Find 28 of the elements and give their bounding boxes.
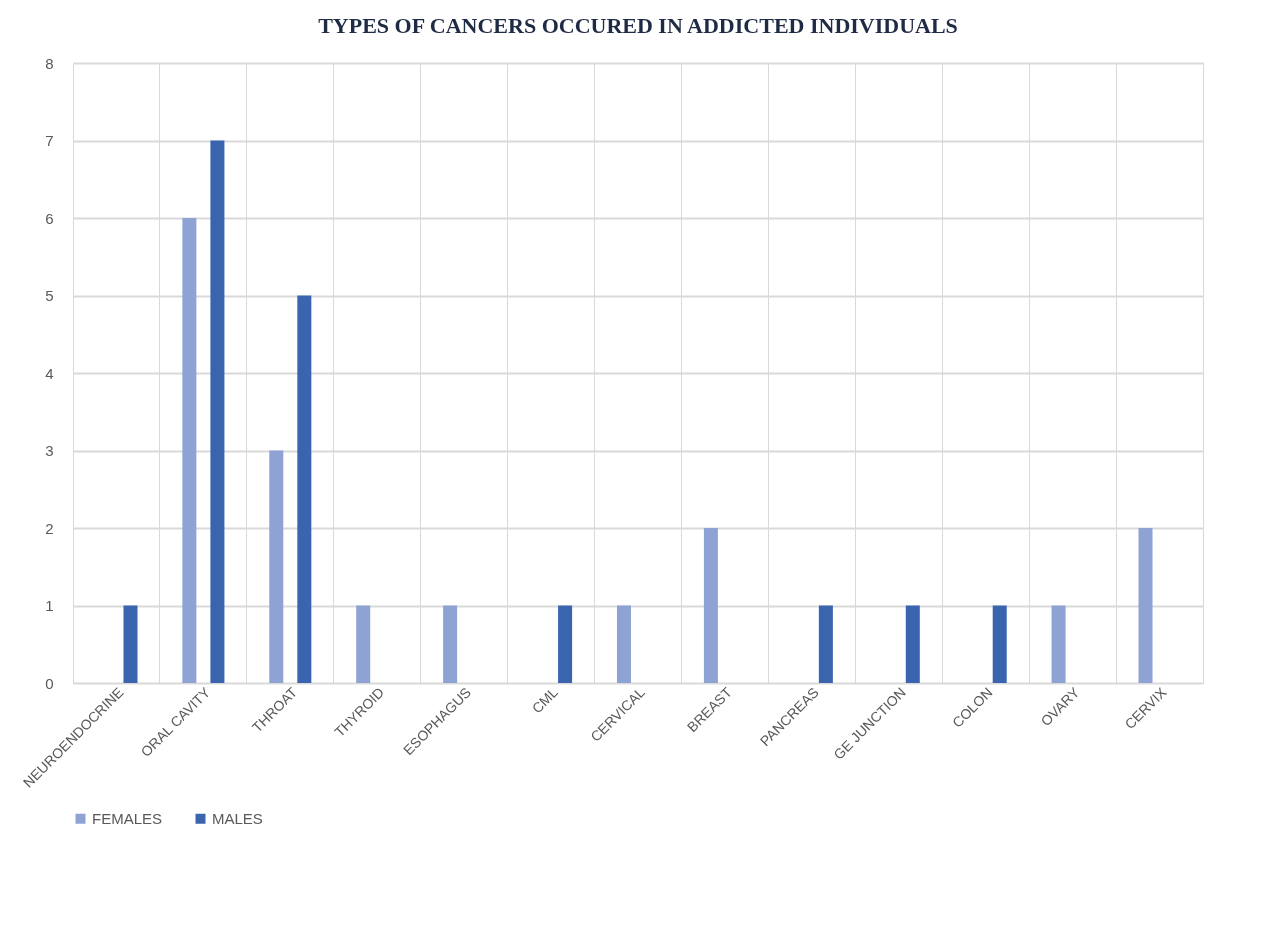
bar: [123, 605, 138, 683]
bar: [443, 605, 458, 683]
bar: [992, 605, 1007, 683]
bar: [558, 605, 573, 683]
x-tick-label: CML: [528, 683, 562, 717]
y-tick-label: 8: [45, 54, 54, 72]
y-tick-label: 2: [45, 519, 54, 537]
y-tick-label: 1: [45, 597, 54, 614]
bar: [182, 218, 197, 683]
legend-label: FEMALES: [92, 809, 163, 827]
bar: [269, 450, 284, 683]
bar: [905, 605, 920, 683]
y-tick-label: 5: [45, 287, 54, 304]
bar: [1138, 528, 1153, 683]
y-tick-label: 4: [45, 364, 54, 382]
y-tick-label: 7: [45, 132, 54, 149]
legend-label: MALES: [212, 809, 263, 827]
y-tick-label: 6: [45, 209, 54, 227]
y-tick-label: 0: [45, 674, 54, 692]
bar: [1051, 605, 1066, 683]
chart-title: TYPES OF CANCERS OCCURED IN ADDICTED INDIVIDUALS: [318, 13, 958, 38]
bar: [297, 295, 312, 683]
bar: [818, 605, 833, 683]
bar: [703, 528, 718, 683]
y-tick-label: 3: [45, 442, 54, 459]
bar: [616, 605, 631, 683]
bar: [356, 605, 371, 683]
bar: [210, 140, 225, 683]
